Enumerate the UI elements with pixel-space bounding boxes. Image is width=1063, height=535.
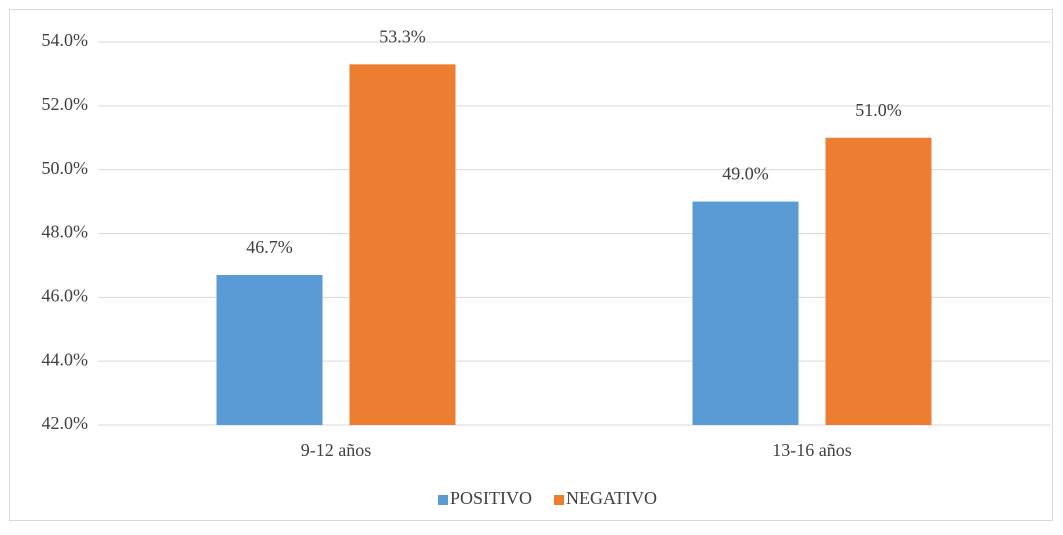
bar bbox=[216, 274, 323, 425]
bar bbox=[349, 64, 456, 425]
y-tick-label: 42.0% bbox=[42, 413, 89, 433]
legend-label: NEGATIVO bbox=[566, 488, 657, 508]
data-label: 51.0% bbox=[855, 100, 902, 120]
legend-swatch bbox=[438, 495, 448, 505]
y-tick-label: 48.0% bbox=[42, 222, 89, 242]
data-label: 53.3% bbox=[379, 26, 426, 46]
bar bbox=[692, 201, 799, 425]
legend-swatch bbox=[554, 495, 564, 505]
y-tick-label: 44.0% bbox=[42, 349, 89, 369]
bar bbox=[825, 137, 932, 425]
legend-label: POSITIVO bbox=[450, 488, 532, 508]
x-tick-label: 9-12 años bbox=[301, 440, 372, 460]
y-tick-label: 50.0% bbox=[42, 158, 89, 178]
data-label: 46.7% bbox=[246, 237, 293, 257]
y-tick-label: 52.0% bbox=[42, 94, 89, 114]
y-tick-label: 46.0% bbox=[42, 285, 89, 305]
x-tick-label: 13-16 años bbox=[772, 440, 852, 460]
data-label: 49.0% bbox=[722, 164, 769, 184]
y-tick-label: 54.0% bbox=[42, 30, 89, 50]
